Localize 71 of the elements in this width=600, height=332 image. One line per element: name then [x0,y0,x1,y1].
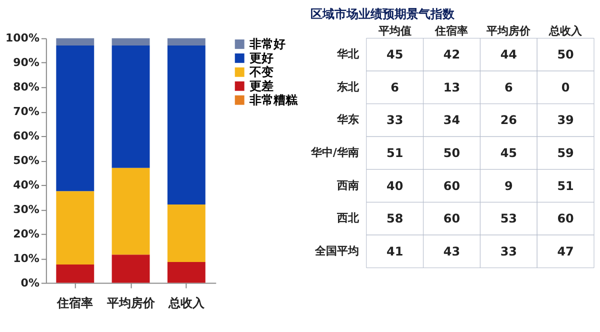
y-tick-label: 20% [13,227,40,240]
bar [112,38,150,46]
y-tick-label: 全国平均 [314,244,359,258]
legend-label: 非常好 [248,37,286,52]
data-label: 51 [386,146,404,160]
data-label: 58 [386,212,404,226]
bar [56,46,94,192]
y-tick-label: 华北 [336,48,360,61]
y-tick-label: 华东 [336,113,359,126]
data-label: 53 [500,212,517,226]
data-label: 59 [557,146,574,160]
data-label: 33 [386,113,404,128]
bar [112,254,150,283]
y-tick-label: 80% [13,80,40,94]
data-label: 33 [500,244,517,258]
legend-label: 非常糟糕 [248,93,299,108]
x-tick-label: 平均值 [377,24,412,38]
bar [167,204,206,262]
data-label: 60 [443,178,460,193]
data-label: 50 [557,48,574,62]
data-label: 26 [500,113,517,128]
data-label: 51 [557,178,574,193]
legend-label: 不变 [248,65,274,80]
y-tick-label: 30% [13,202,40,216]
y-tick-label: 100% [6,32,40,45]
data-label: 42 [443,48,460,62]
y-tick-label: 90% [13,56,40,70]
y-tick-label: 0% [20,276,40,290]
data-label: 6 [504,80,513,94]
data-label: 60 [443,212,460,226]
data-label: 43 [443,244,460,258]
bar [56,264,94,283]
y-tick-label: 西北 [336,212,360,225]
chart-title: 区域市场业绩预期景气指数 [310,7,456,22]
x-tick-label: 平均房价 [486,24,532,38]
x-tick-label: 总收入 [167,296,206,310]
y-tick-label: 东北 [336,80,360,94]
data-label: 13 [443,80,460,94]
x-tick-label: 住宿率 [56,296,94,310]
data-label: 47 [557,244,574,258]
bar [112,46,150,168]
data-label: 0 [561,80,570,94]
x-tick-label: 总收入 [548,24,584,38]
bar [56,38,94,46]
y-tick-label: 50% [13,154,40,167]
data-label: 40 [386,178,404,193]
data-label: 6 [390,80,400,94]
y-tick-label: 华中/华南 [310,146,359,159]
y-tick-label: 70% [13,105,40,118]
bar [167,262,206,283]
data-label: 34 [443,113,460,128]
data-label: 44 [500,48,517,62]
y-tick-label: 40% [13,178,40,192]
x-tick-label: 住宿率 [434,24,468,38]
legend-label: 更差 [250,79,274,94]
bar [167,38,206,46]
data-label: 41 [386,244,404,258]
legend-label: 更好 [250,51,274,66]
data-label: 9 [504,178,513,193]
x-tick-label: 平均房价 [106,296,156,310]
data-label: 50 [443,146,460,160]
bar [167,46,206,205]
data-label: 45 [500,146,517,160]
bar [112,168,150,255]
data-label: 45 [386,48,404,62]
y-tick-label: 西南 [336,178,359,192]
y-tick-label: 60% [13,130,40,143]
data-label: 60 [557,212,574,226]
y-tick-label: 10% [13,252,40,265]
data-label: 39 [557,113,574,128]
bar [56,191,94,264]
